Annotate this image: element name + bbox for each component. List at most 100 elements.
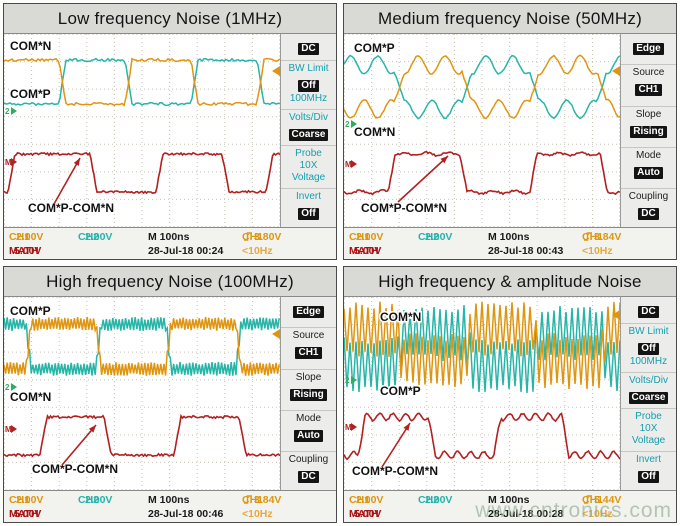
ch2-scale: 2.00V: [85, 494, 113, 506]
softkey-group: Coupling DC: [281, 451, 336, 487]
trigger-frequency-readout: <10Hz: [582, 508, 613, 520]
menu-value: DC: [638, 306, 659, 318]
menu-label: Coupling: [628, 191, 669, 202]
menu-value: DC: [638, 208, 659, 220]
channel-zero-marker-label: M: [5, 425, 12, 434]
menu-label: BW Limit: [628, 325, 669, 337]
math-label: MATH: [9, 245, 39, 257]
softkey-group: Volts/Div Coarse: [281, 108, 336, 145]
softkey-group: Source CH1: [621, 64, 676, 100]
menu-value: DC: [298, 43, 319, 55]
waveform-display: COM*N COM*P COM*P-COM*N 2 M: [4, 34, 280, 227]
trigger-readout: CH1 5.44V: [582, 494, 621, 506]
menu-value-wrap: Auto: [621, 162, 676, 180]
readout-bar: CH1 2.00V CH2 2.00V M 100ns CH1 3.84V MATH 5.00V…: [344, 227, 676, 259]
trace-math: [344, 411, 620, 461]
menu-label: Volts/Div: [289, 111, 328, 123]
timebase-readout: M 100ns: [148, 231, 190, 243]
ch1-label: CH1: [9, 494, 31, 506]
menu-value-wrap: Off: [281, 203, 336, 221]
trace-ch1: [4, 57, 280, 107]
menu-label: Slope: [295, 371, 322, 383]
channel-zero-marker-icon: [11, 107, 17, 115]
menu-label: Probe: [635, 411, 662, 423]
trace-ch1: [4, 316, 280, 376]
annotation-arrowhead-icon: [88, 425, 96, 433]
trace-label: COM*P: [10, 304, 51, 318]
trigger-frequency-readout: <10Hz: [242, 245, 273, 257]
menu-value-wrap: Coarse: [621, 387, 676, 405]
menu-value: Edge: [293, 306, 324, 318]
ch1-scale: 2.00V: [16, 231, 44, 243]
softkey-menu: DC BW Limit Off 100MHz Volts/Div Coarse Probe 1…: [620, 297, 676, 490]
channel-zero-marker-label: 2: [5, 383, 10, 392]
menu-value-wrap: DC: [621, 301, 676, 319]
menu-value-wrap: Off: [621, 338, 676, 356]
trace-label: COM*N: [380, 310, 421, 324]
panel-body: COM*N COM*P COM*P-COM*N 2 M DC BW Limit Off 100M…: [4, 34, 336, 227]
menu-value: Auto: [294, 429, 323, 442]
channel-zero-marker-label: 2: [345, 120, 350, 129]
scope-panel: High frequency & amplitude Noise COM*N COM…: [343, 266, 677, 523]
menu-label: 10X: [639, 423, 658, 435]
menu-label: Mode: [295, 412, 321, 424]
menu-value: Coarse: [628, 391, 669, 404]
math-trace-label: COM*P-COM*N: [28, 201, 114, 215]
ch2-label: CH2: [78, 494, 100, 506]
math-scale: 5.00V: [14, 508, 42, 520]
softkey-group: Slope Rising: [621, 105, 676, 142]
menu-value-wrap: Auto: [281, 425, 336, 443]
menu-value: Off: [638, 471, 659, 483]
annotation-arrow: [381, 422, 411, 468]
trigger-source: CH1: [242, 231, 264, 243]
menu-label: Probe: [295, 148, 322, 160]
softkey-group: Invert Off: [281, 188, 336, 224]
menu-value-wrap: Edge: [281, 301, 336, 319]
ch2-label: CH2: [78, 231, 100, 243]
annotation-arrow: [53, 157, 81, 205]
menu-value-wrap: Rising: [621, 121, 676, 139]
readout-bar: CH1 2.00V CH2 2.00V M 100ns CH1 3.80V MATH 5.00V…: [4, 227, 336, 259]
menu-label: Mode: [635, 149, 661, 161]
scope-panel: High frequency Noise (100MHz) COM*P COM*N C…: [3, 266, 337, 523]
menu-value-wrap: DC: [281, 466, 336, 484]
math-label: MATH: [9, 508, 39, 520]
trace-label: COM*P: [354, 41, 395, 55]
menu-value-wrap: Edge: [621, 38, 676, 56]
rising-edge-icon: [584, 232, 592, 241]
datetime-readout: 28-Jul-18 00:43: [488, 245, 564, 257]
softkey-group: Slope Rising: [281, 368, 336, 405]
datetime-readout: 28-Jul-18 00:28: [488, 508, 564, 520]
trigger-level: 3.84V: [594, 231, 622, 243]
channel-zero-marker-icon: [351, 423, 357, 431]
trace-label: COM*N: [10, 39, 51, 53]
menu-value: Coarse: [288, 128, 329, 141]
math-trace-label: COM*P-COM*N: [32, 462, 118, 476]
menu-label: Source: [632, 67, 665, 79]
menu-label: Voltage: [291, 172, 326, 184]
menu-label: Invert: [635, 454, 661, 465]
trigger-level: 3.84V: [254, 494, 282, 506]
timebase-readout: M 100ns: [488, 494, 530, 506]
ch2-scale: 2.00V: [425, 494, 453, 506]
channel-zero-marker-label: 2: [5, 107, 10, 116]
panel-body: COM*P COM*N COM*P-COM*N 2 M Edge Source CH1 Slop…: [344, 34, 676, 227]
ch1-label: CH1: [9, 231, 31, 243]
timebase-readout: M 100ns: [488, 231, 530, 243]
menu-value: Off: [638, 342, 659, 355]
trace-ch1: [344, 54, 620, 120]
menu-label: 100MHz: [629, 355, 668, 367]
softkey-group: BW Limit Off 100MHz: [621, 322, 676, 371]
panel-body: COM*N COM*P COM*P-COM*N 2 M DC BW Limit Off 100M…: [344, 297, 676, 490]
ch2-scale: 2.00V: [85, 231, 113, 243]
ch1-scale: 2.00V: [16, 494, 44, 506]
channel-zero-marker-icon: [11, 425, 17, 433]
menu-value-wrap: Coarse: [281, 124, 336, 142]
menu-label: Coupling: [288, 454, 329, 465]
softkey-group: Mode Auto: [621, 146, 676, 183]
softkey-group: BW Limit Off 100MHz: [281, 59, 336, 108]
trace-label: COM*N: [354, 125, 395, 139]
channel-zero-marker-label: M: [345, 423, 352, 432]
annotation-arrow: [397, 155, 449, 203]
menu-value: DC: [298, 471, 319, 483]
